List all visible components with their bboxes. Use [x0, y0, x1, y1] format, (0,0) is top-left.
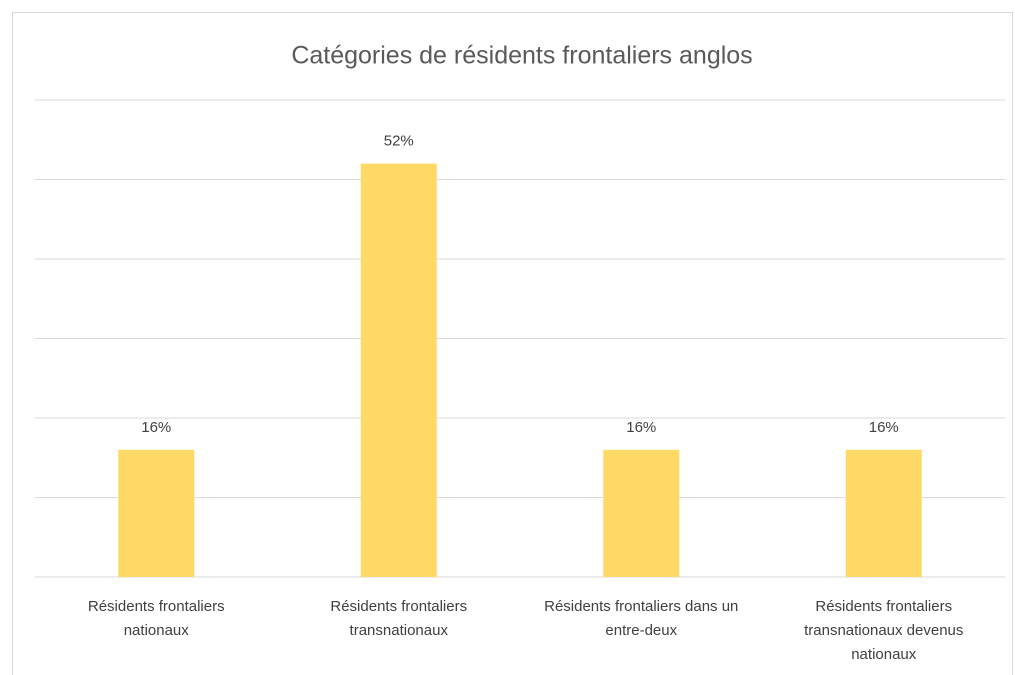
data-label: 52% [384, 133, 414, 150]
x-tick-label: Résidents frontaliers transnationaux [330, 598, 467, 639]
data-label: 16% [141, 419, 171, 436]
x-tick-label: Résidents frontaliers transnationaux deve… [804, 598, 963, 663]
bar [845, 449, 922, 577]
bar [360, 163, 437, 577]
x-tick-label: Résidents frontaliers nationaux [88, 598, 225, 639]
data-label: 16% [869, 419, 899, 436]
x-tick-label: Résidents frontaliers dans un entre-deux [544, 598, 738, 639]
bar [603, 449, 680, 577]
bar [118, 449, 195, 577]
chart-title: Catégories de résidents frontaliers angl… [291, 42, 752, 70]
data-label: 16% [626, 419, 656, 436]
